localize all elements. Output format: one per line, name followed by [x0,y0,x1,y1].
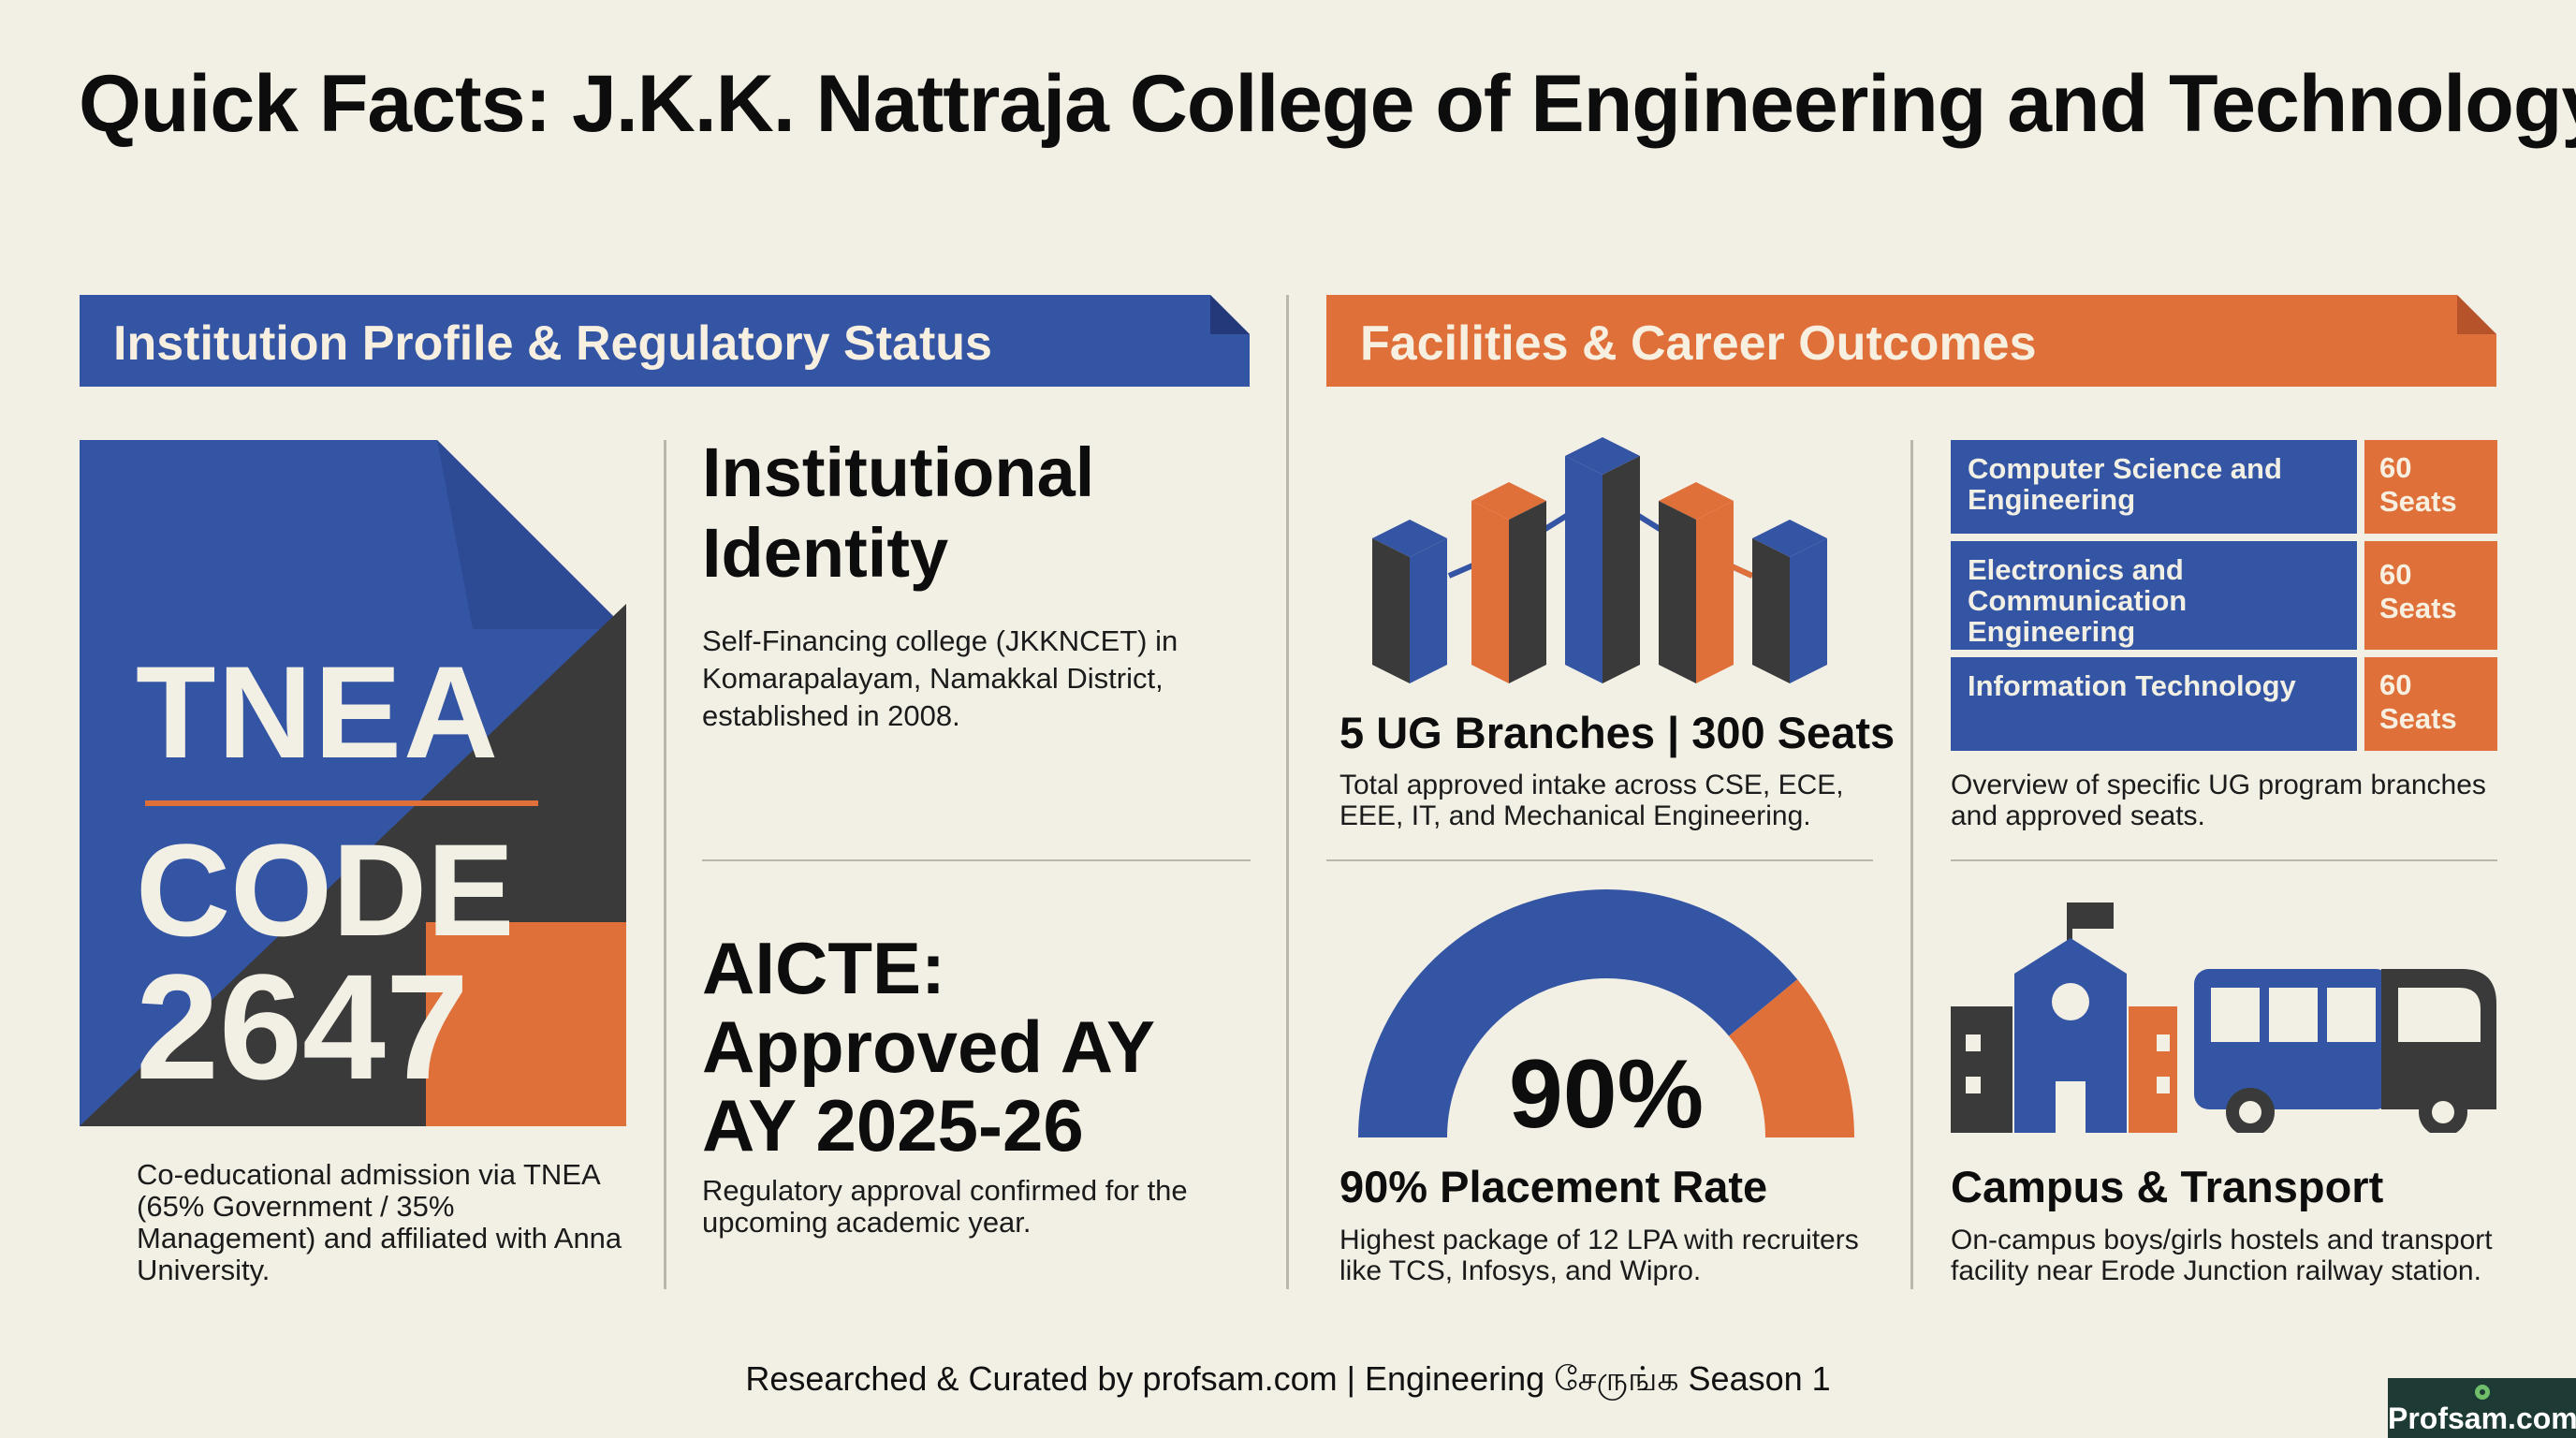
banner-title: Facilities & Career Outcomes [1360,316,2037,371]
branches-text: Total approved intake across CSE, ECE, E… [1339,770,1844,831]
right-horizontal-divider-right [1951,859,2497,861]
document-icon [80,440,626,1126]
tnea-code-graphic: TNEA CODE 2647 [80,440,626,1126]
campus-text: On-campus boys/girls hostels and transpo… [1951,1225,2493,1286]
aicte-line1: AICTE: [702,927,945,1009]
banner-shape [1326,295,2496,387]
right-horizontal-divider-left [1326,859,1873,861]
bar-chart-3d-icon [1372,437,1827,683]
brand-label: Profsam.com [2388,1401,2576,1435]
tnea-label: TNEA [136,638,501,785]
program-row: Computer Science and Engineering 60 Seat… [1951,440,2497,534]
program-seats: 60 Seats [2364,657,2497,751]
identity-heading: Institutional Identity [702,433,1095,592]
left-horizontal-divider [702,859,1251,861]
program-seats: 60 Seats [2364,440,2497,534]
program-name: Electronics and Communication Engineerin… [1951,541,2357,650]
tnea-underline [145,800,538,806]
section-banner-facilities: Facilities & Career Outcomes [1326,295,2496,387]
identity-text: Self-Financing college (JKKNCET) in Koma… [702,624,1178,732]
program-row: Information Technology 60 Seats [1951,657,2497,751]
placement-heading: 90% Placement Rate [1339,1162,1768,1211]
program-seats: 60 Seats [2364,541,2497,650]
placement-gauge [1358,889,1854,1137]
section-banner-institution: Institution Profile & Regulatory Status [80,295,1250,387]
program-name: Computer Science and Engineering [1951,440,2357,534]
right-inner-divider [1910,440,1913,1289]
placement-text: Highest package of 12 LPA with recruiter… [1339,1225,1859,1286]
gauge-filled-arc [1358,889,1798,1137]
left-inner-divider [664,440,666,1289]
aicte-line3: AY 2025-26 [702,1084,1084,1167]
banner-title: Institution Profile & Regulatory Status [113,316,992,371]
page-title: Quick Facts: J.K.K. Nattraja College of … [79,59,2576,149]
brand-badge: Profsam.com [2388,1378,2576,1438]
code-label: CODE [136,816,515,963]
program-name: Information Technology [1951,657,2357,751]
branches-heading: 5 UG Branches | 300 Seats [1339,708,1895,757]
tnea-caption: Co-educational admission via TNEA (65% G… [137,1158,622,1286]
program-row: Electronics and Communication Engineerin… [1951,541,2497,650]
tnea-code-number: 2647 [136,943,469,1110]
school-and-bus-icon [1951,902,2496,1133]
gauge-remaining-arc [1728,979,1854,1137]
banner-shape [80,295,1250,387]
gauge-value: 90% [1508,1040,1705,1149]
aicte-text: Regulatory approval confirmed for the up… [702,1174,1188,1239]
leaf-icon [2474,1385,2490,1400]
campus-heading: Campus & Transport [1951,1162,2384,1211]
footer-credit: Researched & Curated by profsam.com | En… [745,1359,1831,1398]
aicte-line2: Approved AY [702,1005,1155,1088]
center-divider [1286,295,1289,1289]
programs-caption: Overview of specific UG program branches… [1951,770,2486,831]
